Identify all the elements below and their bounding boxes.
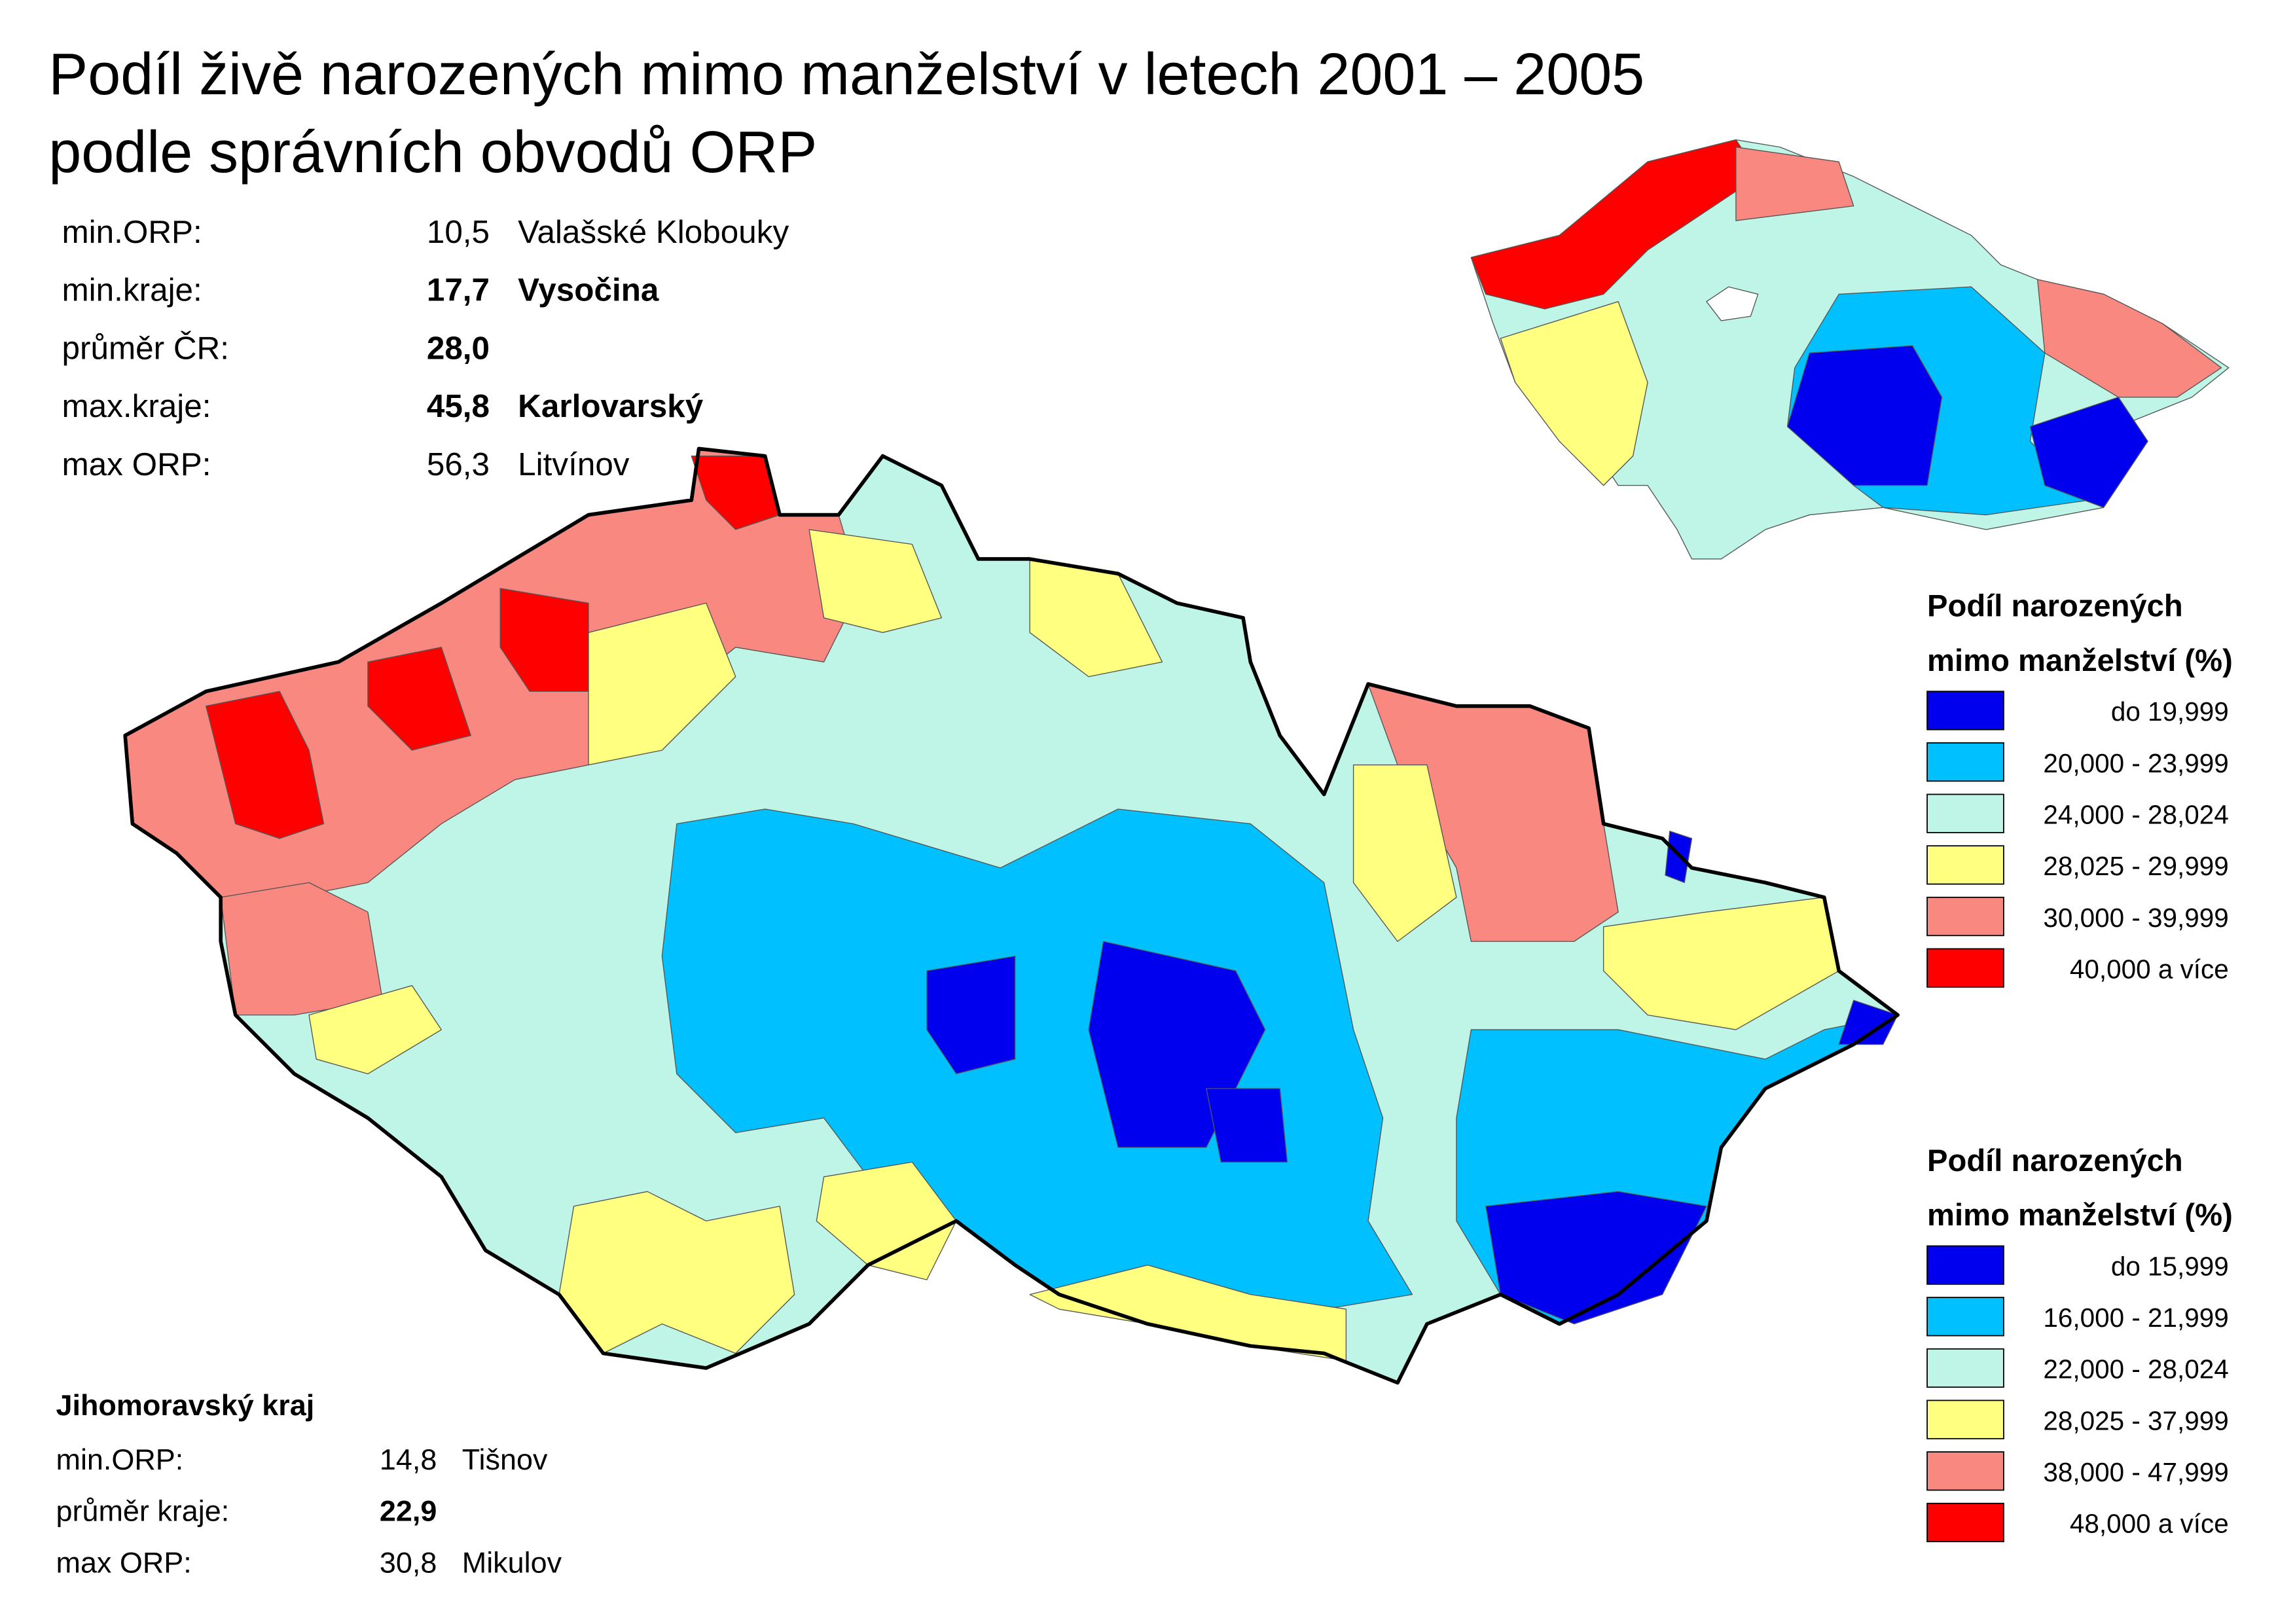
legend-label: 40,000 a více — [2070, 954, 2229, 984]
legend-label: do 15,999 — [2111, 1251, 2229, 1281]
inset-map — [1470, 139, 2230, 560]
legend-label: 38,000 - 47,999 — [2043, 1457, 2228, 1487]
region — [588, 602, 736, 766]
stat-label: průměr ČR: — [62, 329, 229, 366]
region — [1735, 147, 1854, 221]
legend-label: 28,025 - 29,999 — [2043, 851, 2228, 881]
region — [1206, 1088, 1288, 1163]
legend-label: 28,025 - 37,999 — [2043, 1405, 2228, 1435]
legend-swatch — [1926, 1502, 2004, 1543]
legend-swatch — [1926, 845, 2004, 885]
legend-label: 30,000 - 39,999 — [2043, 903, 2228, 933]
stat-value: 14,8 — [380, 1443, 437, 1476]
legend-label: 48,000 a více — [2070, 1509, 2229, 1539]
stat-label: max ORP: — [62, 446, 211, 482]
region — [499, 588, 589, 692]
prague — [1706, 286, 1759, 321]
region — [558, 1191, 795, 1354]
legend-swatch — [1926, 1348, 2004, 1388]
stat-label: max ORP: — [56, 1545, 192, 1579]
stat-value: 28,0 — [427, 330, 490, 366]
region — [808, 529, 943, 634]
region — [1500, 301, 1648, 486]
legend-title: Podíl narozených — [1927, 589, 2183, 624]
region — [1838, 1000, 1898, 1045]
legend-label: 24,000 - 28,024 — [2043, 799, 2228, 829]
legend-swatch — [1926, 742, 2004, 782]
stat-value: 45,8 — [427, 388, 490, 424]
legend-swatch — [1926, 1297, 2004, 1337]
legend-label: 16,000 - 21,999 — [2043, 1303, 2228, 1333]
legend-swatch — [1926, 1399, 2004, 1439]
stat-label: min.ORP: — [56, 1443, 184, 1476]
title: podle správních obvodů ORP — [48, 120, 817, 185]
region — [1602, 897, 1839, 1030]
stat-name: Vysočina — [518, 272, 659, 308]
stat-name: Litvínov — [518, 446, 630, 482]
region — [308, 985, 442, 1075]
region — [206, 691, 325, 839]
legend-title: mimo manželství (%) — [1927, 643, 2233, 678]
legend-label: do 19,999 — [2111, 696, 2229, 727]
region — [367, 647, 471, 751]
stat-label: min.kraje: — [62, 272, 202, 308]
regional-title: Jihomoravský kraj — [56, 1388, 315, 1422]
region — [1786, 345, 1943, 486]
stat-value: 22,9 — [380, 1494, 437, 1528]
title: Podíl živě narozených mimo manželství v … — [48, 42, 1644, 107]
main-map — [123, 446, 1900, 1385]
legend-title: mimo manželství (%) — [1927, 1198, 2233, 1233]
stat-label: max.kraje: — [62, 388, 211, 424]
region — [1352, 764, 1457, 942]
region — [2029, 397, 2148, 508]
stat-label: min.ORP: — [62, 214, 202, 250]
stat-value: 17,7 — [427, 272, 490, 308]
region — [816, 1161, 957, 1280]
legend-label: 20,000 - 23,999 — [2043, 748, 2228, 778]
legend-swatch — [1926, 793, 2004, 833]
texts: Podíl živě narozených mimo manželství v … — [48, 42, 2233, 1579]
legend-swatch — [1926, 1451, 2004, 1491]
legend-title: Podíl narozených — [1927, 1144, 2183, 1178]
stat-value: 30,8 — [380, 1545, 437, 1579]
region — [926, 956, 1016, 1075]
stat-name: Valašské Klobouky — [518, 214, 789, 250]
legend-swatch — [1926, 948, 2004, 988]
legend-swatch — [1926, 1245, 2004, 1285]
legend-swatch — [1926, 896, 2004, 937]
stat-value: 10,5 — [427, 214, 490, 250]
region — [2036, 279, 2222, 398]
stat-name: Mikulov — [462, 1545, 562, 1579]
stat-name: Karlovarský — [518, 388, 704, 424]
stat-label: průměr kraje: — [56, 1494, 230, 1528]
legend-swatch — [1926, 691, 2004, 731]
stat-name: Tišnov — [462, 1443, 548, 1476]
legend-label: 22,000 - 28,024 — [2043, 1354, 2228, 1384]
stat-value: 56,3 — [427, 446, 490, 482]
country-border — [123, 446, 1900, 1385]
